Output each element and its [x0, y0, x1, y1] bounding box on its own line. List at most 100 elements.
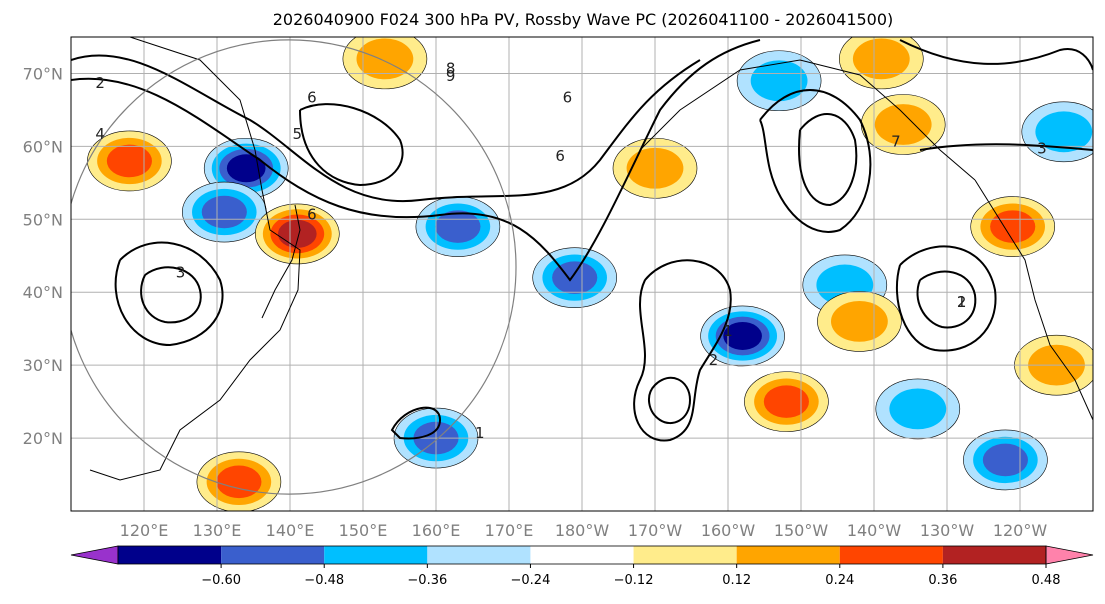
map-frame [70, 36, 1094, 512]
coastline-alaska [639, 59, 976, 181]
pv-contour-label: 1 [723, 322, 733, 340]
pv-contour-label: 7 [891, 132, 901, 150]
lon-axis: 120°E 130°E 140°E 150°E 160°E 170°E 180°W 170°W… [120, 521, 1048, 540]
colorbar-tick-label: 0.12 [722, 573, 751, 588]
lat-tick-label: 40°N [23, 283, 63, 302]
colorbar-tick-label: −0.36 [407, 573, 447, 588]
lon-tick-label: 170°W [628, 521, 683, 540]
colorbar-segment [633, 546, 737, 564]
colorbar-tick-label: 0.24 [825, 573, 854, 588]
pc-anomaly-band [106, 144, 152, 178]
pv-contour-label: 3 [1037, 140, 1047, 158]
pc-anomaly-band [874, 104, 932, 145]
pv-contour-layer [71, 39, 1093, 495]
lon-tick-label: 140°W [847, 521, 902, 540]
pc-anomaly-band [552, 261, 598, 294]
colorbar-segment [118, 546, 222, 564]
pc-anomaly-band [763, 385, 809, 418]
coastline-north-america [974, 179, 1093, 421]
pv-contour-label: 9 [446, 67, 456, 85]
chart-title: 2026040900 F024 300 hPa PV, Rossby Wave … [273, 10, 894, 29]
lat-axis: 20°N 30°N 40°N 50°N 60°N 70°N [23, 64, 63, 448]
lat-tick-label: 30°N [23, 356, 63, 375]
lat-tick-label: 20°N [23, 429, 63, 448]
lat-tick-label: 70°N [23, 64, 63, 83]
colorbar-segment [324, 546, 428, 564]
colorbar-frame [117, 545, 1047, 565]
colorbar-segment [427, 546, 531, 564]
pv-contour [140, 266, 202, 324]
pv-contour-label: 2 [95, 74, 105, 92]
pv-contour-label: 5 [293, 125, 303, 143]
lon-tick-label: 140°E [266, 521, 315, 540]
colorbar-tick-label: −0.12 [614, 573, 654, 588]
colorbar-extend-high [1045, 545, 1094, 565]
colorbar-tick-label: 0.36 [928, 573, 957, 588]
colorbar-tick-label: 0.48 [1032, 573, 1061, 588]
pv-contour-label: 8 [446, 59, 456, 77]
lon-tick-label: 120°E [120, 521, 169, 540]
colorbar-segment [221, 546, 325, 564]
pc-anomaly-band [831, 301, 888, 342]
pv-contour [71, 54, 701, 203]
pc-anomaly-band [277, 219, 317, 248]
colorbar-extend-low [70, 545, 119, 565]
lon-tick-label: 170°E [485, 521, 534, 540]
pc-anomaly-band [982, 443, 1028, 477]
colorbar [70, 545, 1094, 565]
pv-contour [299, 103, 404, 187]
pv-contour-label: 6 [307, 89, 317, 107]
grid-layer [71, 37, 1093, 511]
lon-tick-label: 150°W [774, 521, 829, 540]
colorbar-segment [942, 546, 1046, 564]
lat-tick-label: 50°N [23, 210, 63, 229]
pc-anomaly-band [723, 321, 762, 350]
pv-contour-label: 6 [307, 205, 317, 223]
colorbar-tick-label: −0.24 [511, 573, 551, 588]
colorbar-labels: −0.60 −0.48 −0.36 −0.24 −0.12 0.12 0.24 0.36 0.4… [201, 564, 1061, 588]
colorbar-segment [736, 546, 840, 564]
pv-contour [71, 39, 761, 282]
pc-anomaly-band [852, 38, 910, 80]
pc-anomaly-band [1035, 111, 1093, 153]
pv-contour-label: 4 [95, 125, 105, 143]
lon-tick-label: 130°W [920, 521, 975, 540]
pc-anomaly-band [750, 60, 808, 102]
pc-anomaly-band [889, 388, 947, 430]
pv-contour-label: 1 [475, 424, 485, 442]
lon-tick-label: 180°W [555, 521, 610, 540]
pv-contour [633, 259, 732, 442]
colorbar-tick-label: −0.48 [304, 573, 344, 588]
lon-tick-label: 150°E [339, 521, 388, 540]
pv-contour [759, 89, 872, 233]
pc-anomaly-band [356, 38, 414, 80]
lon-tick-label: 160°E [412, 521, 461, 540]
pv-contour [895, 245, 997, 352]
pv-contour-label: 2 [709, 351, 719, 369]
colorbar-segment [530, 546, 634, 564]
pv-contour-label: 1 [957, 293, 967, 311]
pv-contour-label: 2 [957, 293, 967, 311]
pv-contour [648, 376, 692, 425]
lat-tick-label: 60°N [23, 137, 63, 156]
pv-contour [114, 241, 224, 347]
colorbar-tick-label: −0.60 [201, 573, 241, 588]
pv-contour [899, 39, 1093, 71]
pv-contour-label: 6 [555, 147, 565, 165]
pv-contour-label: 3 [176, 264, 186, 282]
pv-contour [916, 270, 977, 329]
pc-anomaly-band [201, 195, 247, 229]
lon-tick-label: 120°W [993, 521, 1048, 540]
pv-contour [390, 406, 442, 440]
pc-anomaly-band [226, 154, 266, 183]
colorbar-segment [839, 546, 943, 564]
pc-anomaly-band [216, 465, 262, 499]
lon-tick-label: 160°W [701, 521, 756, 540]
pc-anomaly-band [435, 210, 481, 243]
pv-contour [798, 113, 858, 207]
reference-circle [71, 39, 517, 495]
lon-tick-label: 130°E [193, 521, 242, 540]
coastline-japan [261, 204, 301, 319]
